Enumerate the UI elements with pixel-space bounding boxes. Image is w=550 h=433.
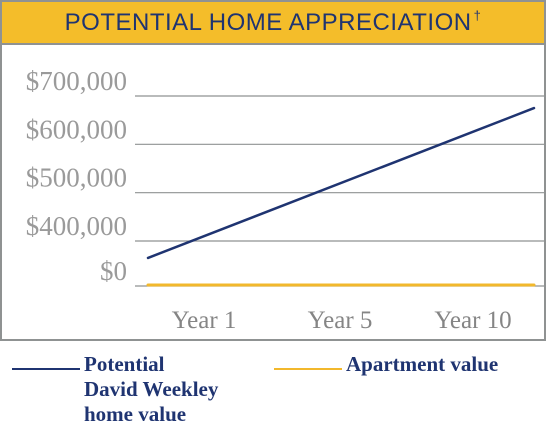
series-line-home-value — [146, 106, 536, 260]
legend-home-line-3: home value — [84, 402, 187, 426]
legend-line-apartment-value — [274, 368, 342, 370]
x-tick-label: Year 10 — [434, 307, 511, 334]
y-tick-label: $400,000 — [26, 211, 127, 241]
legend-home-line-1: Potential — [84, 352, 165, 376]
y-axis-ticks: $0 $400,000 $500,000 $600,000 $700,000 — [26, 66, 127, 286]
x-axis-ticks: Year 1 Year 5 Year 10 — [172, 307, 512, 334]
legend-label-apartment-value: Apartment value — [346, 352, 498, 377]
series-lines — [146, 106, 536, 287]
chart-title: POTENTIAL HOME APPRECIATION — [64, 8, 472, 36]
y-tick-label: $600,000 — [26, 114, 127, 144]
title-footnote-mark: † — [473, 8, 482, 23]
x-tick-label: Year 1 — [172, 307, 237, 334]
legend-apartment-line-1: Apartment value — [346, 352, 499, 376]
y-tick-label: $700,000 — [26, 66, 127, 96]
y-tick-label: $0 — [100, 256, 127, 286]
y-tick-label: $500,000 — [26, 163, 127, 193]
legend-home-line-2: David Weekley — [84, 377, 219, 401]
x-tick-label: Year 5 — [308, 307, 373, 334]
chart-title-bar: POTENTIAL HOME APPRECIATION † — [0, 0, 546, 45]
gridlines — [135, 95, 546, 287]
legend-line-home-value — [12, 368, 80, 370]
legend-label-home-value: Potential David Weekley home value — [84, 352, 218, 427]
